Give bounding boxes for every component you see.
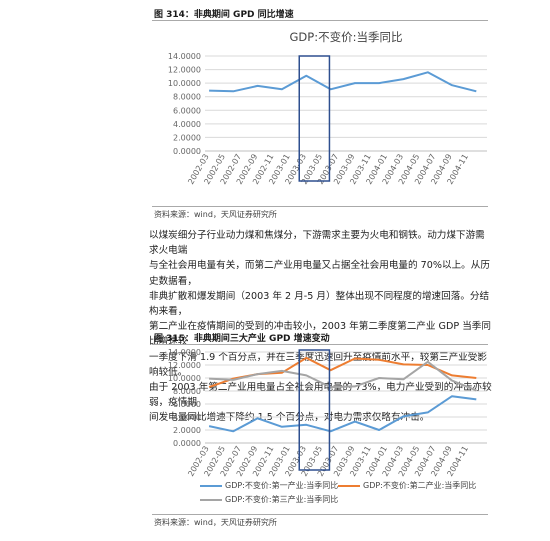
y-tick-label: 8.0000 bbox=[173, 387, 201, 396]
y-tick-label: 0.0000 bbox=[173, 147, 201, 156]
series-line-2 bbox=[208, 356, 477, 389]
paragraph-line: 第二产业在疫情期间的受到的冲击较小，2003 年第二季度第二产业 GDP 当季同… bbox=[149, 321, 491, 348]
figure2-caption: 图 315：非典期间三大产业 GPD 增速变动 bbox=[154, 334, 330, 344]
y-tick-label: 6.0000 bbox=[173, 400, 201, 409]
y-tick-label: 12.0000 bbox=[168, 361, 201, 370]
legend-item-secondary: GDP:不变价:第二产业:当季同比 bbox=[338, 480, 476, 491]
legend-label-primary: GDP:不变价:第一产业:当季同比 bbox=[225, 481, 339, 490]
legend-item-tertiary: GDP:不变价:第三产业:当季同比 bbox=[200, 494, 338, 505]
legend-swatch-secondary bbox=[338, 484, 360, 487]
paragraph-line: 由于 2003 年第二产业用电量占全社会用电量的 73%，电力产业受到的冲击亦较… bbox=[149, 382, 492, 409]
figure2-top-rule bbox=[152, 344, 488, 345]
paragraph-line: 非典扩散和爆发期间（2003 年 2 月-5 月）整体出现不同程度的增速回落。分… bbox=[149, 290, 490, 318]
legend-swatch-tertiary bbox=[200, 498, 222, 501]
highlight-box bbox=[298, 55, 331, 182]
y-tick-label: 2.0000 bbox=[173, 426, 201, 435]
figure1-caption: 图 314：非典期间 GPD 同比增速 bbox=[154, 10, 294, 20]
y-tick-label: 10.0000 bbox=[168, 79, 201, 88]
figure2-bottom-rule bbox=[152, 514, 488, 515]
y-tick-label: 4.0000 bbox=[173, 120, 201, 129]
y-tick-label: 0.0000 bbox=[173, 439, 201, 448]
paragraph-line: 以煤炭细分子行业动力煤和焦煤分，下游需求主要为火电和钢铁。动力煤下游需求火电端 bbox=[149, 230, 485, 257]
figure2-source: 资料来源：wind，天风证券研究所 bbox=[154, 518, 277, 527]
series-line-1 bbox=[208, 395, 477, 433]
y-tick-label: 8.0000 bbox=[173, 93, 201, 102]
y-tick-label: 14.0000 bbox=[168, 348, 201, 357]
figure1-top-rule bbox=[152, 20, 488, 21]
figure1-source: 资料来源：wind，天风证券研究所 bbox=[154, 210, 277, 219]
y-tick-label: 12.0000 bbox=[168, 66, 201, 75]
highlight-box bbox=[298, 349, 331, 471]
legend-label-secondary: GDP:不变价:第二产业:当季同比 bbox=[363, 481, 477, 490]
legend-item-primary: GDP:不变价:第一产业:当季同比 bbox=[200, 480, 338, 491]
y-tick-label: 6.0000 bbox=[173, 106, 201, 115]
paragraph-line: 一季度下滑 1.9 个百分点，并在三季度迅速回升至疫情前水平，较第三产业受影响较… bbox=[149, 351, 487, 378]
legend-label-tertiary: GDP:不变价:第三产业:当季同比 bbox=[225, 495, 339, 504]
series-line-1 bbox=[209, 71, 477, 93]
paragraph-line: 与全社会用电量有关，而第二产业用电量又占据全社会用电量的 70%以上。从历史数据… bbox=[149, 260, 490, 287]
body-paragraph: 以煤炭细分子行业动力煤和焦煤分，下游需求主要为火电和钢铁。动力煤下游需求火电端 … bbox=[149, 228, 494, 426]
paragraph-line: 间发电量同比增速下降约 1.5 个百分点，对电力需求仅略有冲击。 bbox=[149, 412, 430, 424]
y-tick-label: 4.0000 bbox=[173, 413, 201, 422]
y-tick-label: 14.0000 bbox=[168, 52, 201, 61]
series-line-3 bbox=[209, 360, 477, 392]
legend-swatch-primary bbox=[200, 484, 222, 487]
y-tick-label: 10.0000 bbox=[168, 374, 201, 383]
figure1-bottom-rule bbox=[152, 206, 488, 207]
y-tick-label: 2.0000 bbox=[173, 133, 201, 142]
chart-title: GDP:不变价:当季同比 bbox=[290, 30, 403, 44]
